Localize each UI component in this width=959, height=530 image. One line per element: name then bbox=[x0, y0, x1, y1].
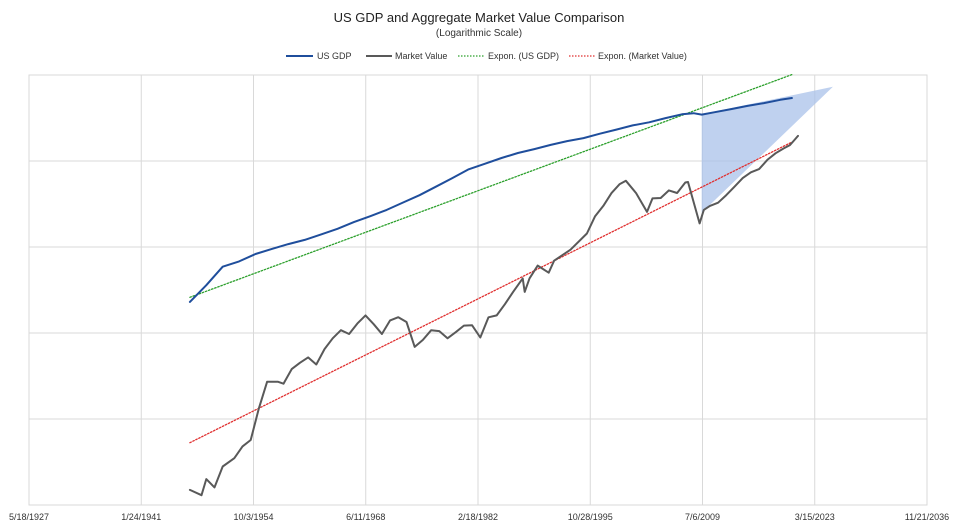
chart-subtitle: (Logarithmic Scale) bbox=[436, 28, 522, 39]
series-line-expon-us-gdp bbox=[189, 73, 793, 298]
series-line-expon-market-value bbox=[189, 141, 793, 444]
x-tick-label: 7/6/2009 bbox=[685, 512, 720, 522]
x-tick-label: 10/28/1995 bbox=[568, 512, 613, 522]
legend-item-expon-market-value: Expon. (Market Value) bbox=[569, 51, 687, 61]
legend-item-expon-us-gdp: Expon. (US GDP) bbox=[458, 51, 559, 61]
chart-title: US GDP and Aggregate Market Value Compar… bbox=[334, 10, 625, 25]
chart-legend: US GDP Market Value Expon. (US GDP) Expo… bbox=[286, 51, 687, 61]
x-tick-label: 3/15/2023 bbox=[795, 512, 835, 522]
legend-label-us-gdp: US GDP bbox=[317, 51, 352, 61]
x-tick-label: 1/24/1941 bbox=[121, 512, 161, 522]
x-tick-label: 11/21/2036 bbox=[905, 512, 949, 522]
x-tick-label: 6/11/1968 bbox=[346, 512, 385, 522]
plot-border bbox=[28, 74, 928, 506]
x-axis-ticks: 5/18/1927 1/24/1941 10/3/1954 6/11/1968 2/18… bbox=[9, 512, 949, 522]
legend-label-expon-market-value: Expon. (Market Value) bbox=[598, 51, 687, 61]
legend-item-us-gdp: US GDP bbox=[286, 51, 352, 61]
x-tick-label: 5/18/1927 bbox=[9, 512, 49, 522]
legend-item-market-value: Market Value bbox=[366, 51, 447, 61]
plot-area-border bbox=[28, 74, 928, 506]
legend-label-market-value: Market Value bbox=[395, 51, 447, 61]
shaded-projection-wedge bbox=[701, 86, 833, 213]
series-line-market-value bbox=[188, 134, 799, 497]
shaded-wedge-layer bbox=[701, 86, 833, 213]
x-tick-label: 2/18/1982 bbox=[458, 512, 498, 522]
x-tick-label: 10/3/1954 bbox=[233, 512, 273, 522]
legend-label-expon-us-gdp: Expon. (US GDP) bbox=[488, 51, 559, 61]
chart-grid bbox=[28, 75, 928, 505]
series-layer bbox=[188, 73, 799, 497]
series-line-us-gdp bbox=[188, 97, 793, 303]
